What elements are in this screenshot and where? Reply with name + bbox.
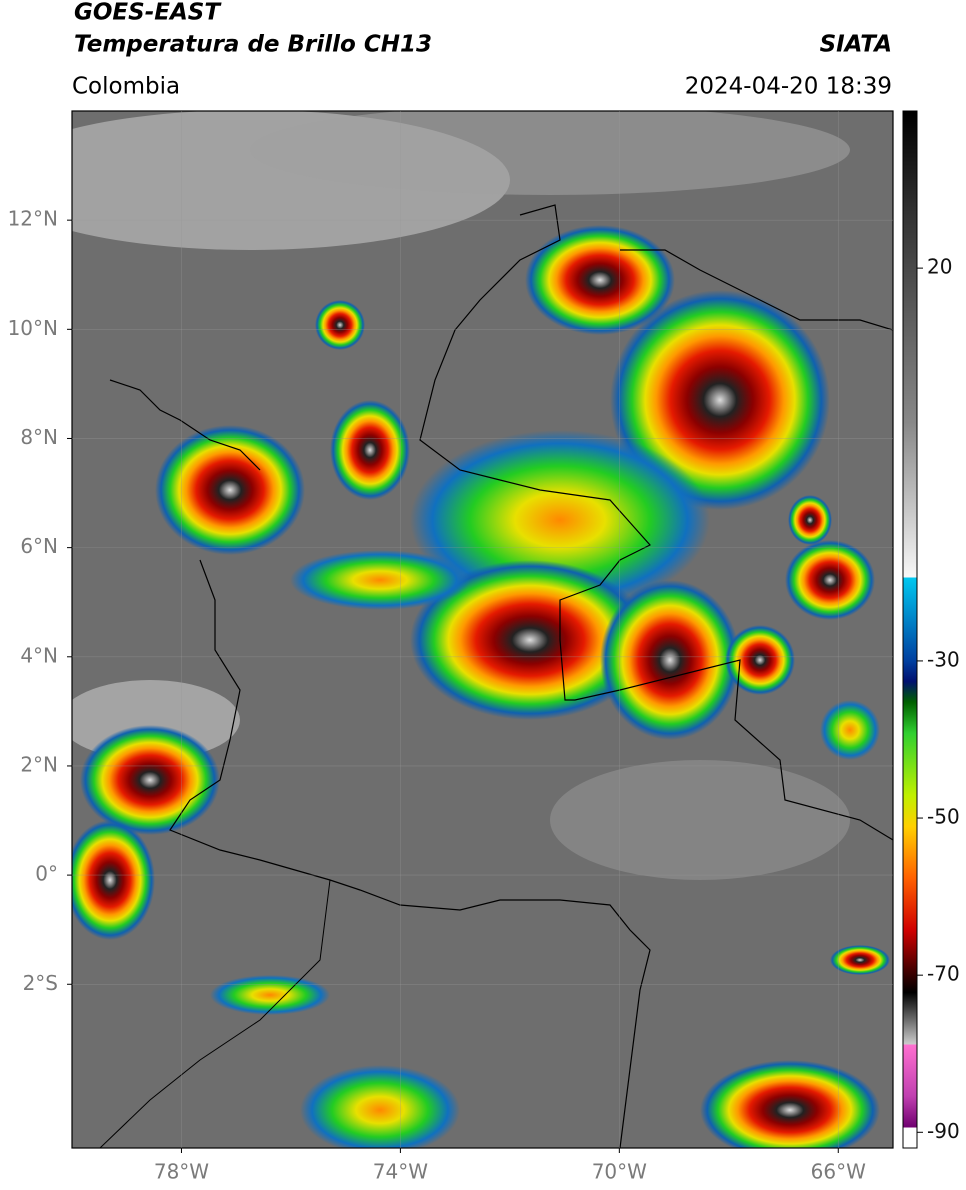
colorbar-label: -90 — [927, 1119, 960, 1143]
x-tick-label: 70°W — [592, 1160, 647, 1184]
colorbar-label: -30 — [927, 647, 960, 671]
colorbar-label: -70 — [927, 962, 960, 986]
y-tick-label: 4°N — [20, 643, 58, 667]
y-tick-label: 2°S — [23, 971, 58, 995]
y-tick-label: 10°N — [8, 316, 58, 340]
y-tick-label: 6°N — [20, 534, 58, 558]
y-tick-label: 12°N — [8, 207, 58, 231]
map-frame — [71, 110, 894, 1149]
y-tick-label: 2°N — [20, 752, 58, 776]
source: SIATA — [820, 32, 892, 58]
x-tick-label: 78°W — [154, 1160, 209, 1184]
x-tick-label: 66°W — [811, 1160, 866, 1184]
satellite-image — [72, 111, 893, 1148]
title: GOES-EAST — [74, 0, 222, 26]
y-tick-label: 8°N — [20, 425, 58, 449]
subtitle: Temperatura de Brillo CH13 — [74, 32, 432, 58]
colorbar-label: 20 — [927, 255, 952, 279]
datetime: 2024-04-20 18:39 — [685, 74, 892, 100]
colorbar — [902, 110, 918, 1149]
region: Colombia — [72, 74, 180, 100]
x-tick-label: 74°W — [373, 1160, 428, 1184]
y-tick-label: 0° — [35, 862, 58, 886]
colorbar-label: -50 — [927, 805, 960, 829]
